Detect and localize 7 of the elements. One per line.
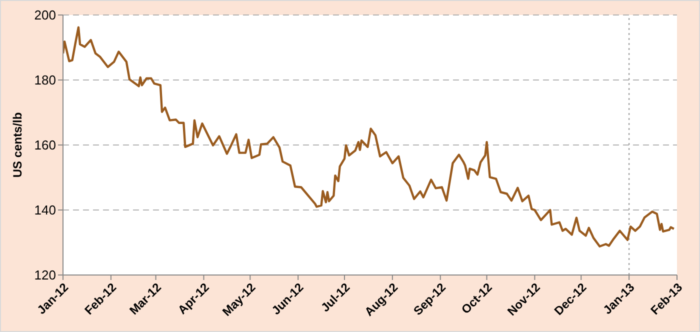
line-series: [63, 26, 676, 248]
y-axis-title: US cents/lb: [10, 112, 24, 178]
y-tick-label: 120: [34, 268, 56, 283]
y-tick-label: 160: [34, 138, 56, 153]
y-tick-label: 180: [34, 72, 56, 88]
y-tick-label: 200: [34, 8, 56, 23]
y-tick-label: 140: [34, 202, 56, 218]
